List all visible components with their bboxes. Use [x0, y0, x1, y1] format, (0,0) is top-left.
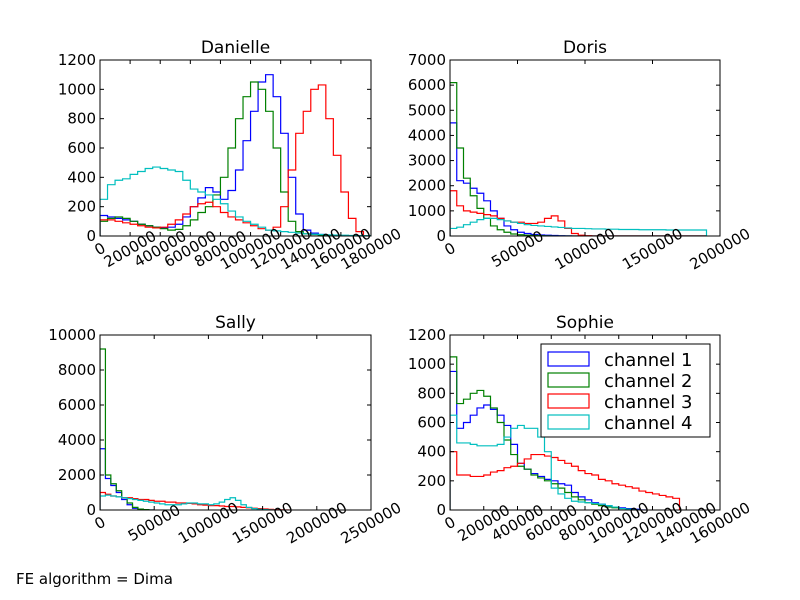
y-tick-label: 400	[67, 168, 96, 186]
y-tick-label: 4000	[408, 126, 446, 144]
series-channel-4	[100, 166, 371, 236]
series-channel-4	[450, 217, 708, 236]
series-channel-3	[100, 84, 371, 236]
y-tick-label: 1000	[408, 202, 446, 220]
y-tick-label: 600	[67, 139, 96, 157]
y-tick-label: 800	[417, 384, 446, 402]
y-tick-label: 1000	[408, 355, 446, 373]
series-channel-4	[100, 494, 279, 510]
y-tick-label: 200	[67, 198, 96, 216]
y-tick-label: 1200	[408, 326, 446, 344]
legend-label: channel 3	[604, 392, 692, 413]
y-tick-label: 0	[436, 227, 446, 245]
x-tick-label: 1500000	[619, 225, 686, 274]
series-channel-3	[100, 491, 290, 510]
y-tick-label: 10000	[48, 326, 96, 344]
series-channel-4	[450, 414, 639, 510]
legend-label: channel 2	[604, 371, 692, 392]
y-tick-label: 2000	[58, 466, 96, 484]
series-channel-3	[450, 451, 681, 510]
series-channel-2	[450, 356, 639, 510]
y-tick-label: 0	[86, 227, 96, 245]
y-tick-label: 6000	[408, 76, 446, 94]
y-tick-label: 2000	[408, 177, 446, 195]
subplot-sophie: Sophie0200000400000600000800000100000012…	[408, 313, 754, 547]
legend-swatch-channel-4	[547, 414, 590, 430]
y-tick-label: 3000	[408, 152, 446, 170]
y-tick-label: 7000	[408, 51, 446, 69]
y-tick-label: 6000	[58, 396, 96, 414]
y-tick-label: 0	[436, 501, 446, 519]
series-channel-1	[450, 122, 707, 236]
series-channel-3	[450, 190, 707, 236]
subplot-title: Sophie	[556, 313, 614, 333]
series-channel-2	[100, 348, 155, 510]
legend-swatch-channel-3	[547, 393, 590, 409]
subplot-title: Sally	[215, 313, 256, 333]
y-tick-label: 200	[417, 472, 446, 490]
y-tick-label: 5000	[408, 101, 446, 119]
x-tick-label: 2000000	[283, 499, 350, 548]
y-tick-label: 0	[86, 501, 96, 519]
legend-swatch-channel-1	[547, 351, 590, 367]
legend-frame	[540, 343, 711, 438]
series-channel-2	[450, 82, 707, 236]
footer-text: FE algorithm = Dima	[16, 570, 173, 588]
y-tick-label: 8000	[58, 361, 96, 379]
x-tick-label: 1000000	[552, 225, 619, 274]
subplot-title: Danielle	[201, 38, 270, 58]
y-tick-label: 600	[417, 414, 446, 432]
y-tick-label: 800	[67, 110, 96, 128]
y-tick-label: 1200	[58, 51, 96, 69]
legend-swatch-channel-2	[547, 372, 590, 388]
y-tick-label: 400	[417, 443, 446, 461]
subplot-title: Doris	[563, 38, 607, 58]
legend-label: channel 1	[604, 350, 692, 371]
legend-label: channel 4	[604, 413, 692, 434]
axes-frame	[99, 334, 372, 511]
subplot-danielle: Danielle02000004000006000008000001000000…	[58, 38, 405, 273]
x-tick-label: 1500000	[229, 499, 296, 548]
y-tick-label: 4000	[58, 431, 96, 449]
y-tick-label: 1000	[58, 80, 96, 98]
